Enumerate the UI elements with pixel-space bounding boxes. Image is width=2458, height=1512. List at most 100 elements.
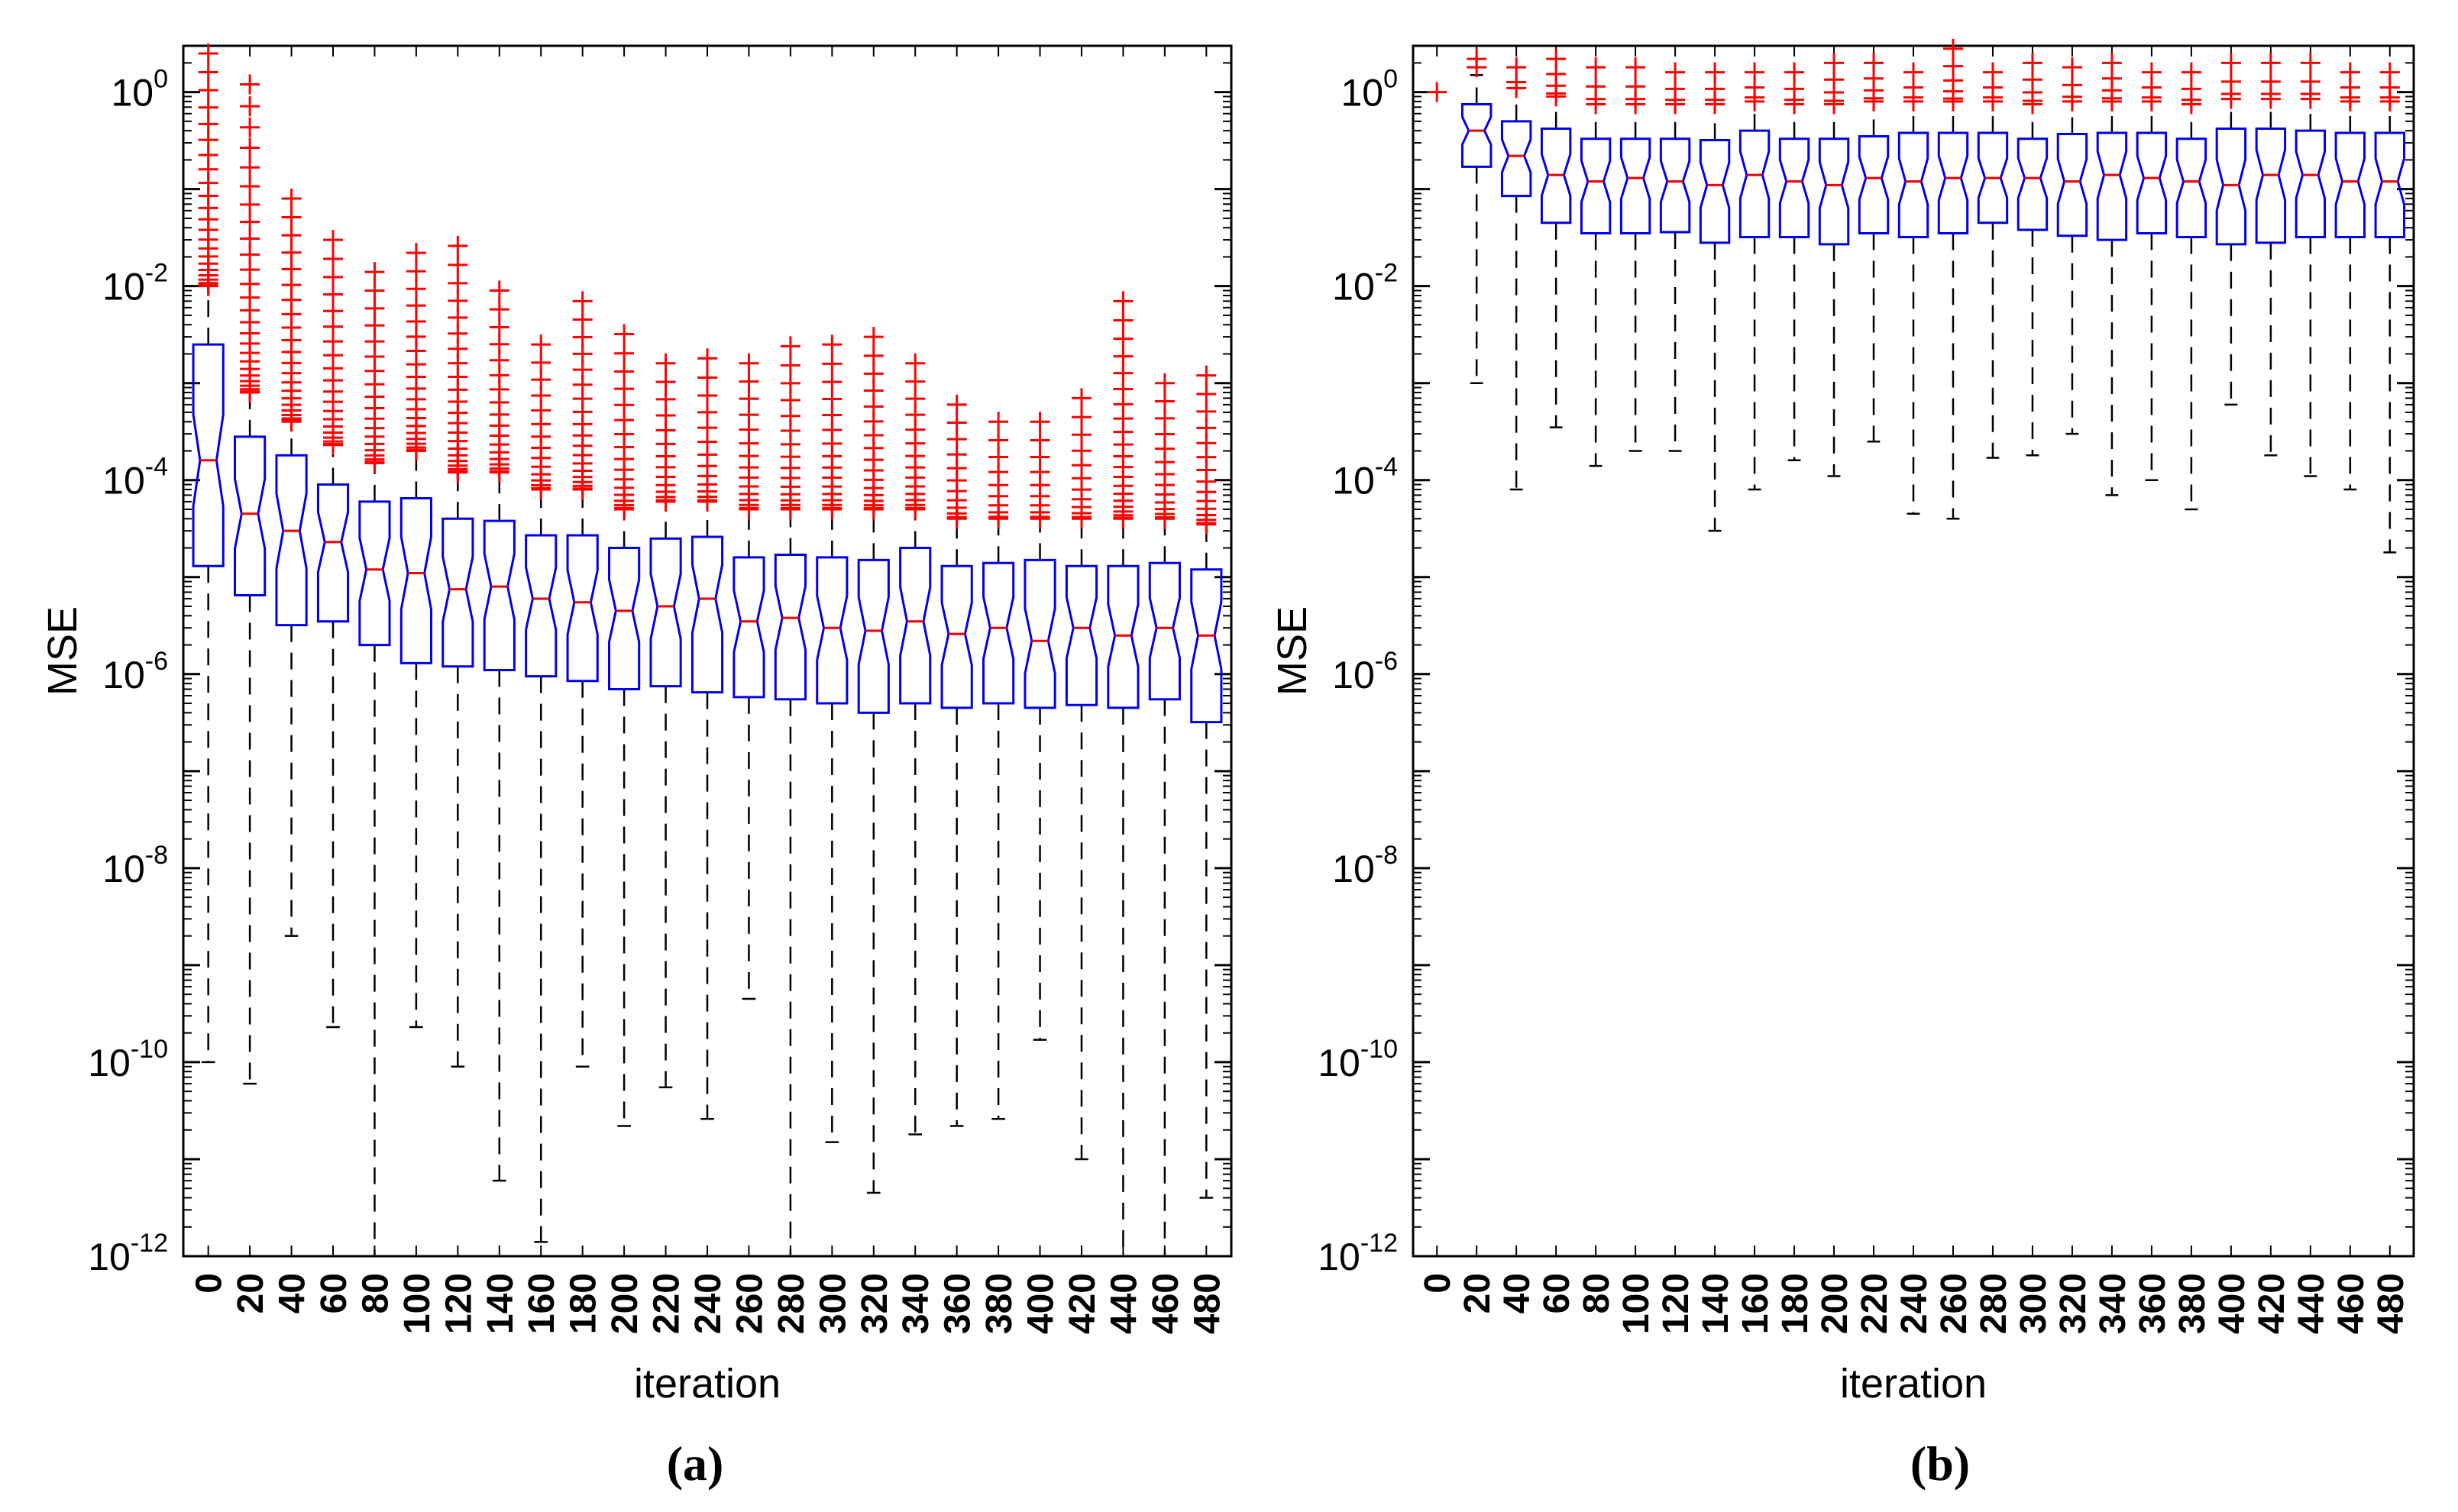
outlier-marker	[240, 74, 260, 95]
outlier-marker	[1665, 62, 1686, 82]
outlier-marker	[2022, 69, 2042, 90]
panel-b: 10-1210-1010-810-610-410-210002040608010…	[1269, 38, 2415, 1407]
outlier-marker	[489, 299, 509, 320]
outlier-marker	[863, 380, 884, 401]
x-axis-label: iteration	[634, 1361, 781, 1407]
box-body	[899, 547, 932, 705]
panel-b-caption: (b)	[1910, 1436, 1971, 1491]
x-tick-label: 420	[2252, 1273, 2292, 1334]
box-body	[1778, 137, 1810, 239]
outlier-marker	[655, 389, 676, 409]
box-body	[857, 558, 890, 714]
y-tick-label: 10-12	[1318, 1229, 1398, 1278]
box-body	[1659, 137, 1691, 234]
outlier-marker	[1030, 430, 1050, 451]
panel-a-caption: (a)	[666, 1436, 724, 1491]
x-tick-label: 460	[1146, 1273, 1186, 1334]
outlier-marker	[2260, 71, 2281, 92]
box-20	[1460, 49, 1493, 384]
outlier-marker	[1154, 373, 1175, 393]
box-body	[2334, 131, 2366, 239]
outlier-marker	[2101, 53, 2122, 73]
x-tick-label: 480	[1187, 1273, 1227, 1334]
outlier-marker	[1196, 401, 1217, 422]
box-100	[1619, 57, 1651, 452]
outlier-marker	[281, 207, 302, 228]
outlier-marker	[822, 389, 843, 409]
outlier-marker	[1113, 328, 1134, 349]
outlier-marker	[697, 386, 717, 406]
outlier-marker	[739, 371, 759, 392]
x-tick-label: 440	[1104, 1273, 1144, 1334]
box-220	[1858, 53, 1890, 443]
x-tick-label: 480	[2371, 1273, 2411, 1334]
y-axis-label: MSE	[40, 606, 86, 696]
box-body	[1699, 138, 1731, 244]
outlier-marker	[1196, 365, 1217, 386]
x-tick-label: 360	[938, 1273, 978, 1334]
outlier-marker	[1982, 62, 2003, 82]
box-body	[1580, 137, 1612, 235]
box-body	[1619, 137, 1651, 235]
y-tick-label: 10-4	[1332, 453, 1398, 502]
outlier-marker	[697, 348, 717, 369]
outlier-marker	[1467, 49, 1487, 69]
outlier-marker	[1030, 412, 1050, 432]
box-120	[1659, 62, 1691, 452]
box-body	[316, 483, 350, 623]
outlier-marker	[1072, 407, 1092, 428]
box-380	[982, 412, 1015, 1120]
x-tick-label: 340	[2093, 1273, 2133, 1334]
box-body	[483, 519, 516, 672]
box-60	[1540, 49, 1572, 428]
x-tick-label: 200	[605, 1273, 645, 1334]
outlier-marker	[2340, 62, 2360, 82]
outlier-marker	[489, 280, 509, 301]
x-tick-label: 320	[2053, 1273, 2094, 1334]
outlier-marker	[448, 273, 468, 293]
box-260	[1937, 38, 1969, 520]
box-body	[1107, 564, 1140, 709]
x-tick-label: 460	[2331, 1273, 2372, 1334]
outlier-marker	[240, 212, 260, 232]
outlier-marker	[364, 298, 385, 318]
x-tick-label: 160	[1735, 1273, 1776, 1334]
x-tick-label: 300	[813, 1273, 853, 1334]
outlier-marker	[1942, 56, 1963, 76]
outlier-marker	[780, 373, 800, 393]
outlier-marker	[1705, 62, 1725, 82]
outlier-marker	[240, 176, 260, 197]
x-tick-label: 100	[397, 1273, 438, 1334]
outlier-marker	[905, 389, 926, 409]
outlier-marker	[2300, 53, 2321, 73]
outlier-marker	[614, 324, 635, 344]
outlier-marker	[323, 267, 343, 287]
outlier-marker	[988, 430, 1009, 451]
box-body	[2255, 127, 2287, 244]
outlier-marker	[1113, 363, 1134, 383]
box-240	[1897, 62, 1929, 515]
box-100	[399, 243, 432, 1029]
x-tick-label: 180	[564, 1273, 604, 1334]
outlier-marker	[323, 230, 343, 250]
box-280	[1977, 62, 2009, 459]
outlier-marker	[655, 372, 676, 393]
box-body	[1897, 131, 1929, 239]
y-tick-label: 10-6	[1332, 647, 1398, 696]
outlier-marker	[572, 344, 593, 364]
y-tick-label: 100	[111, 65, 168, 115]
outlier-marker	[1506, 57, 1527, 78]
box-280	[774, 336, 807, 1258]
plot-frame	[1412, 44, 2415, 1258]
outlier-marker	[1824, 53, 1845, 73]
outlier-marker	[946, 412, 967, 433]
outlier-marker	[1072, 388, 1092, 409]
x-tick-label: 40	[1497, 1273, 1538, 1313]
box-body	[2056, 132, 2088, 237]
outlier-marker	[780, 390, 800, 411]
x-tick-label: 420	[1062, 1273, 1103, 1334]
x-tick-label: 260	[1934, 1273, 1974, 1334]
x-tick-label: 0	[189, 1273, 230, 1294]
outlier-marker	[531, 334, 551, 355]
box-0	[192, 44, 225, 1064]
